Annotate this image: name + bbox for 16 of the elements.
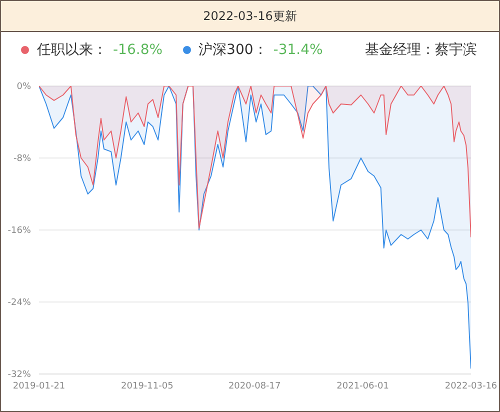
y-tick-label: -16% (8, 226, 32, 236)
x-tick-label: 2021-06-01 (336, 381, 389, 392)
text: -16.8% (113, 42, 163, 58)
legend-label: 沪深300： (198, 41, 268, 59)
text: -31.4% (273, 42, 323, 58)
x-tick-label: 2019-01-21 (12, 381, 66, 392)
text: 基金经理：蔡宇滨 (365, 41, 477, 59)
x-tick-label: 2020-08-17 (228, 381, 281, 392)
x-tick-label: 2022-03-16 (444, 381, 498, 392)
x-tick-label: 2019-11-05 (121, 381, 174, 392)
y-tick-label: -24% (8, 298, 32, 308)
legend-label: 任职以来： (37, 41, 107, 59)
y-tick-label: -32% (8, 370, 32, 380)
chart-title: 2022-03-16更新 (1, 1, 499, 32)
y-tick-label: 0% (16, 82, 32, 92)
y-tick-label: -8% (13, 154, 32, 164)
